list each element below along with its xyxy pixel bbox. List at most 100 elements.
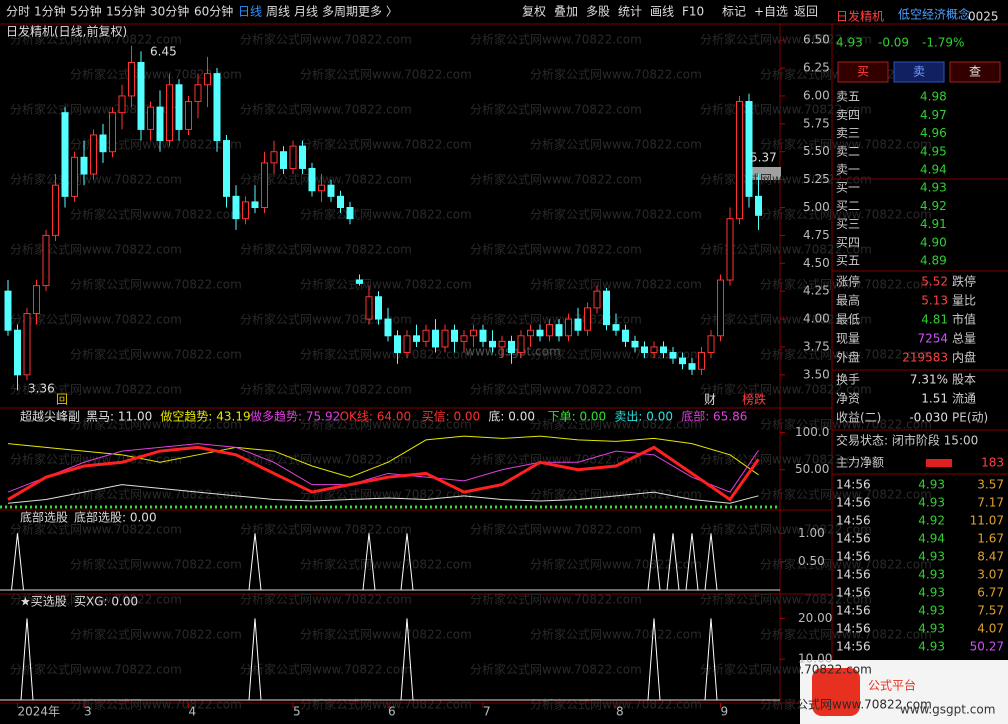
label: 183 xyxy=(981,456,1004,470)
toolbar-button[interactable]: 画线 xyxy=(650,5,674,19)
watermark: 分析家公式网www.70822.com xyxy=(70,347,242,362)
watermark: 分析家公式网www.70822.com xyxy=(10,102,182,117)
watermark: 分析家公式网www.70822.com xyxy=(760,487,932,502)
label: 换手 xyxy=(836,373,860,387)
signal-spike xyxy=(362,533,376,591)
label: 1.51 xyxy=(921,392,948,406)
label: 4.94 xyxy=(920,163,947,177)
watermark: 分析家公式网www.70822.com xyxy=(530,277,702,292)
label: 4.97 xyxy=(920,108,947,122)
toolbar-button[interactable]: 5分钟 xyxy=(70,4,102,19)
signal-spike xyxy=(647,533,661,591)
watermark: 分析家公式网www.70822.com xyxy=(470,522,642,537)
watermark: 分析家公式网www.70822.com xyxy=(530,487,702,502)
legend-item: 底: 0.00 xyxy=(488,409,535,424)
signal-spike xyxy=(685,533,699,591)
candle-body xyxy=(479,329,487,342)
toolbar-button[interactable]: 统计 xyxy=(618,5,642,19)
label: 4.07 xyxy=(977,622,1004,636)
label: 14:56 xyxy=(836,622,871,636)
toolbar-button[interactable]: 分时 xyxy=(6,5,30,19)
watermark: 分析家公式网www.70822.com xyxy=(240,32,412,47)
label: 14:56 xyxy=(836,604,871,618)
indicator-line xyxy=(7,484,759,504)
toolbar-button[interactable]: 复权 xyxy=(522,5,546,19)
watermark: 分析家公式网www.70822.com xyxy=(300,277,472,292)
watermark: 分析家公式网www.70822.com xyxy=(70,417,242,432)
watermark: 分析家公式网www.70822.com xyxy=(470,382,642,397)
watermark: 分析家公式网www.70822.com xyxy=(70,67,242,82)
annotation: 财 xyxy=(704,393,716,407)
candle-body xyxy=(213,73,221,142)
toolbar-button[interactable]: 30分钟 xyxy=(150,4,189,19)
toolbar-button[interactable]: 1分钟 xyxy=(34,4,66,19)
candle-body xyxy=(441,329,449,348)
toolbar-button[interactable]: 多周期 xyxy=(322,5,358,19)
signal-spike xyxy=(704,618,718,701)
watermark: 分析家公式网www.70822.com xyxy=(700,382,872,397)
pane-title: 底部选股 xyxy=(20,510,68,525)
x-tick-label: 9 xyxy=(721,705,729,719)
y-tick-label: 5.75 xyxy=(803,116,830,130)
candle-body xyxy=(527,329,534,337)
candle-body xyxy=(128,61,135,97)
toolbar-button[interactable]: 15分钟 xyxy=(106,4,145,19)
label: -0.030 xyxy=(909,411,948,425)
label: 买一 xyxy=(836,181,860,195)
watermark: 分析家公式网www.70822.com xyxy=(700,312,872,327)
toolbar-button[interactable]: 日线 xyxy=(238,5,262,19)
watermark: 分析家公式网www.70822.com xyxy=(70,207,242,222)
trade-button-label[interactable]: 查 xyxy=(969,65,981,79)
y-tick-label: 6.50 xyxy=(803,33,830,47)
toolbar-button[interactable]: 周线 xyxy=(266,5,290,19)
trade-button[interactable] xyxy=(893,61,945,83)
signal-spike xyxy=(647,618,661,701)
candle-body xyxy=(736,101,743,220)
legend-item: 做空趋势: 43.19 xyxy=(160,409,250,424)
toolbar-button[interactable]: 60分钟 xyxy=(194,4,233,19)
legend-item: 买信: 0.00 xyxy=(422,410,481,424)
candle-body xyxy=(536,329,544,337)
label: 买四 xyxy=(836,235,860,249)
y-tick-label: 10.00 xyxy=(798,652,832,666)
legend-item: OK线: 64.00 xyxy=(340,410,412,424)
watermark: 分析家公式网www.70822.com xyxy=(300,207,472,222)
trade-button[interactable] xyxy=(949,61,1001,83)
y-tick-label: 5.25 xyxy=(803,172,830,186)
trade-button-label[interactable]: 卖 xyxy=(913,65,925,79)
label: 卖四 xyxy=(836,108,860,122)
watermark: 分析家公式网www.70822.com xyxy=(530,67,702,82)
toolbar-button[interactable]: 标记 xyxy=(722,5,746,19)
label: 4.91 xyxy=(920,217,947,231)
toolbar-button[interactable]: +自选 xyxy=(754,5,788,19)
candle-body xyxy=(394,335,401,354)
toolbar-button[interactable]: 月线 xyxy=(294,5,318,19)
watermark: 分析家公式网www.70822.com xyxy=(240,102,412,117)
toolbar-button[interactable]: 多股 xyxy=(586,5,610,19)
trade-button[interactable] xyxy=(837,61,889,83)
label: 最高 xyxy=(836,293,860,308)
trade-button-label[interactable]: 买 xyxy=(857,65,869,79)
toolbar-button[interactable]: F10 xyxy=(682,5,704,19)
label: 卖二 xyxy=(836,144,860,158)
label: 4.93 xyxy=(918,604,945,618)
y-tick-label: 6.25 xyxy=(803,61,830,75)
watermark: 分析家公式网www.70822.com xyxy=(470,172,642,187)
candle-body xyxy=(451,329,458,342)
label: 3.07 xyxy=(977,568,1004,582)
pane-title: 超越尖峰副 xyxy=(20,409,80,424)
toolbar-button[interactable]: 叠加 xyxy=(554,5,578,19)
signal-spike xyxy=(11,533,24,591)
watermark: 分析家公式网www.70822.com xyxy=(240,242,412,257)
signal-spike xyxy=(666,533,680,591)
watermark: 分析家公式网www.70822.com xyxy=(70,277,242,292)
candle-body xyxy=(109,112,116,153)
signal-spike xyxy=(20,618,34,701)
watermark: 分析家公式网www.70822.com xyxy=(760,417,932,432)
candle-body xyxy=(289,145,297,169)
toolbar-button[interactable]: 更多 〉 xyxy=(358,5,398,19)
watermark: 分析家公式网www.70822.com xyxy=(240,172,412,187)
candle-body xyxy=(166,84,173,142)
toolbar-button[interactable]: 返回 xyxy=(794,5,818,19)
